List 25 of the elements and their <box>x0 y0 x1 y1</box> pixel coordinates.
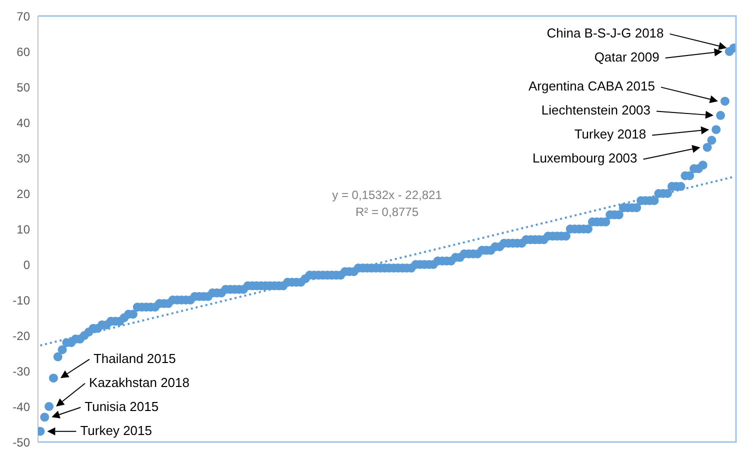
y-tick-label: 0 <box>23 258 30 272</box>
annotation: R² = 0,8775 <box>355 205 419 220</box>
y-tick-label: 50 <box>16 80 30 94</box>
y-tick-label: -20 <box>12 328 30 343</box>
annotation: Turkey 2018 <box>574 126 646 142</box>
annotation: Luxembourg 2003 <box>532 150 638 166</box>
y-tick-label: 10 <box>16 222 30 236</box>
annotation: China B-S-J-G 2018 <box>546 25 664 40</box>
annotation: Argentina CABA 2015 <box>528 78 655 94</box>
y-tick-label: 40 <box>16 116 30 130</box>
y-tick-label: 70 <box>16 9 30 24</box>
y-tick-label: -40 <box>12 400 30 414</box>
y-tick-label: -30 <box>12 364 30 378</box>
annotation: y = 0,1532x - 22,821 <box>332 188 442 202</box>
annotation: Liechtenstein 2003 <box>541 102 651 118</box>
y-tick-label: 20 <box>16 186 30 201</box>
annotation: Kazakhstan 2018 <box>89 374 190 390</box>
annotation: Turkey 2015 <box>80 422 152 438</box>
y-tick-label: 30 <box>16 151 30 166</box>
y-tick-label: -10 <box>12 293 30 308</box>
annotation: Tunisia 2015 <box>84 398 159 414</box>
annotation: Thailand 2015 <box>93 350 176 366</box>
y-tick-label: 60 <box>16 44 30 59</box>
y-tick-label: -50 <box>12 435 30 450</box>
annotation: Qatar 2009 <box>594 49 660 64</box>
